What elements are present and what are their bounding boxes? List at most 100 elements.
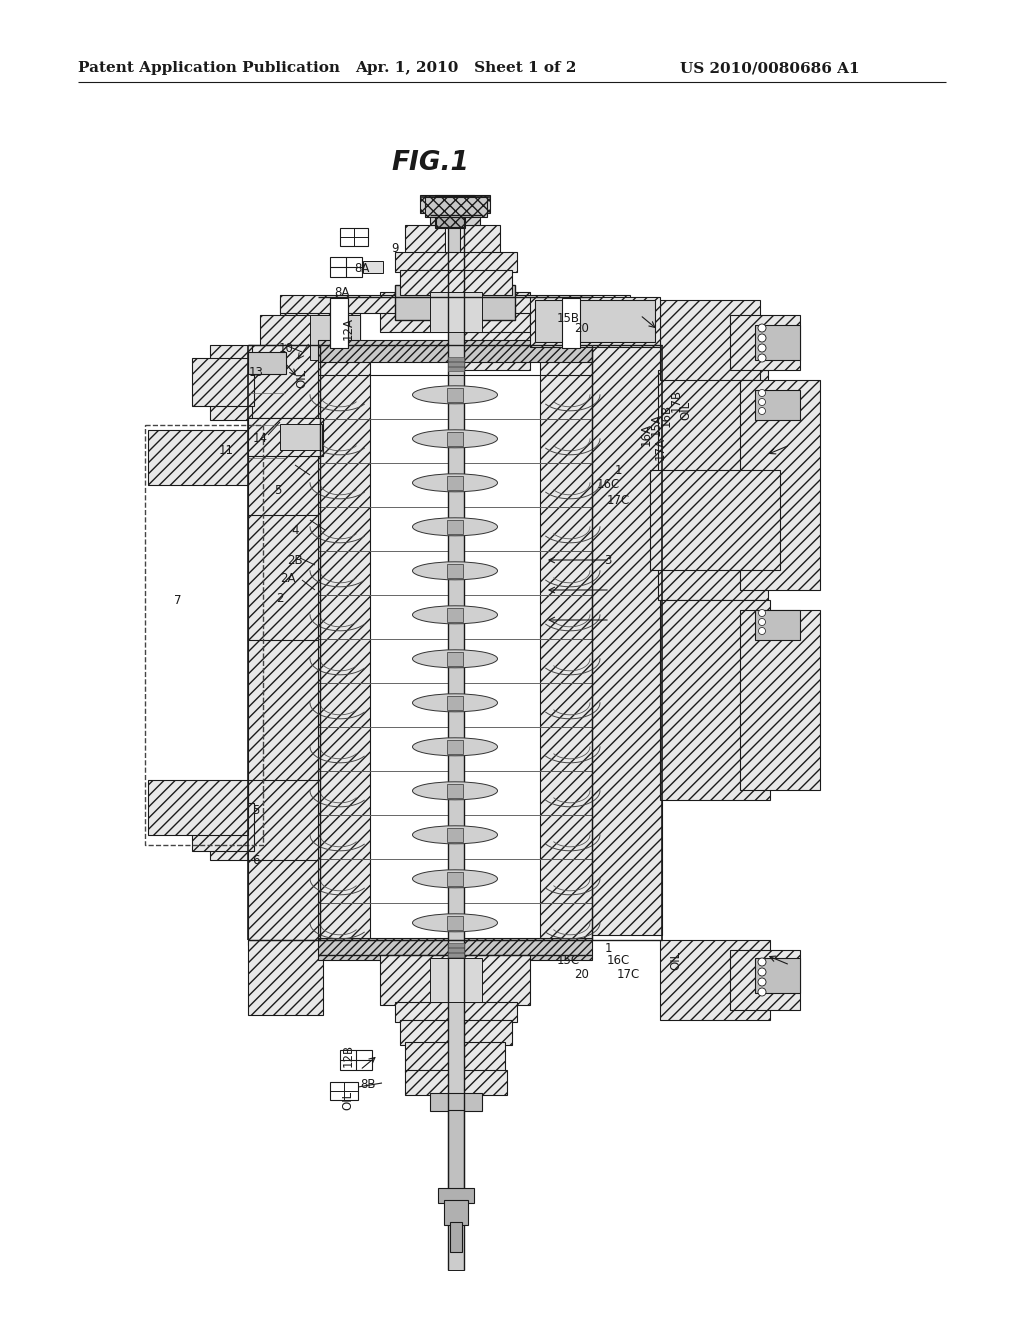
Bar	[318, 345, 370, 940]
Bar	[447, 388, 463, 401]
Bar	[660, 940, 770, 1020]
Text: 2B: 2B	[287, 553, 303, 566]
Text: OIL: OIL	[341, 1090, 354, 1110]
Bar	[380, 292, 530, 333]
Circle shape	[759, 610, 766, 616]
Bar	[449, 942, 464, 946]
Bar	[318, 939, 592, 960]
Bar	[449, 220, 464, 1270]
Text: 1: 1	[614, 463, 622, 477]
Bar	[660, 300, 760, 380]
Bar	[435, 195, 475, 209]
Bar	[248, 345, 319, 935]
Ellipse shape	[413, 385, 498, 404]
Bar	[395, 285, 515, 319]
Text: 17A: 17A	[653, 437, 667, 459]
Bar	[447, 696, 463, 710]
Bar	[395, 1002, 517, 1022]
Bar	[248, 418, 323, 455]
Text: 15C: 15C	[556, 953, 580, 966]
Bar	[447, 652, 463, 665]
Bar	[260, 315, 360, 360]
Bar	[340, 228, 368, 246]
Bar	[210, 345, 252, 420]
Circle shape	[758, 958, 766, 966]
Text: 20: 20	[574, 322, 590, 334]
Text: 10: 10	[279, 342, 294, 355]
Bar	[590, 345, 662, 935]
Text: OIL: OIL	[296, 368, 308, 388]
Text: Apr. 1, 2010   Sheet 1 of 2: Apr. 1, 2010 Sheet 1 of 2	[355, 61, 577, 75]
Text: 2: 2	[276, 591, 284, 605]
Circle shape	[758, 968, 766, 975]
Bar	[444, 1200, 468, 1225]
Bar	[447, 520, 463, 533]
Ellipse shape	[413, 738, 498, 756]
Text: 17C: 17C	[606, 494, 630, 507]
Circle shape	[759, 627, 766, 635]
Bar	[430, 210, 480, 224]
Text: 8A: 8A	[354, 261, 370, 275]
Bar	[530, 297, 660, 347]
Text: 16C: 16C	[596, 479, 620, 491]
Ellipse shape	[413, 694, 498, 711]
Bar	[318, 341, 592, 362]
Bar	[406, 1041, 505, 1072]
Bar	[450, 300, 530, 370]
Text: 16B: 16B	[659, 404, 673, 426]
Bar	[730, 315, 800, 370]
Ellipse shape	[413, 517, 498, 536]
Bar	[447, 564, 463, 578]
Bar	[449, 362, 464, 366]
Text: 16C: 16C	[606, 953, 630, 966]
Circle shape	[758, 345, 766, 352]
Text: 8B: 8B	[360, 1078, 376, 1092]
Bar	[435, 210, 465, 228]
Ellipse shape	[413, 913, 498, 932]
Bar	[145, 425, 263, 845]
Circle shape	[758, 334, 766, 342]
Bar	[430, 292, 482, 333]
Bar	[460, 224, 500, 255]
Bar	[447, 828, 463, 842]
Bar	[248, 345, 323, 420]
Text: 9: 9	[391, 242, 398, 255]
Text: 20: 20	[574, 969, 590, 982]
Text: 5: 5	[274, 483, 282, 496]
Bar	[330, 1082, 358, 1100]
Bar	[430, 1093, 482, 1111]
Text: 17B: 17B	[670, 388, 683, 412]
Ellipse shape	[413, 474, 498, 492]
Circle shape	[758, 354, 766, 362]
Text: 11: 11	[218, 444, 233, 457]
Bar	[400, 1020, 512, 1045]
Text: 16A: 16A	[640, 424, 652, 446]
Bar	[740, 380, 820, 590]
Ellipse shape	[413, 870, 498, 888]
Text: 7: 7	[174, 594, 181, 606]
Bar	[535, 300, 655, 342]
Bar	[148, 430, 248, 484]
Circle shape	[759, 389, 766, 396]
Bar	[193, 358, 254, 407]
Bar	[330, 298, 348, 348]
Text: 12A: 12A	[341, 317, 354, 339]
Text: 3: 3	[604, 553, 611, 566]
Text: OIL: OIL	[680, 400, 692, 420]
Ellipse shape	[413, 649, 498, 668]
Text: FIG.1: FIG.1	[391, 150, 469, 176]
Circle shape	[759, 408, 766, 414]
Bar	[438, 1188, 474, 1203]
Circle shape	[759, 399, 766, 405]
Bar	[193, 803, 254, 851]
Bar	[400, 271, 512, 294]
Bar	[362, 261, 383, 273]
Circle shape	[758, 978, 766, 986]
Bar	[380, 954, 530, 1005]
Bar	[340, 1049, 372, 1071]
Ellipse shape	[413, 562, 498, 579]
Bar	[449, 953, 464, 957]
Text: OIL: OIL	[670, 950, 683, 970]
Bar	[406, 224, 445, 255]
Bar	[280, 294, 630, 313]
